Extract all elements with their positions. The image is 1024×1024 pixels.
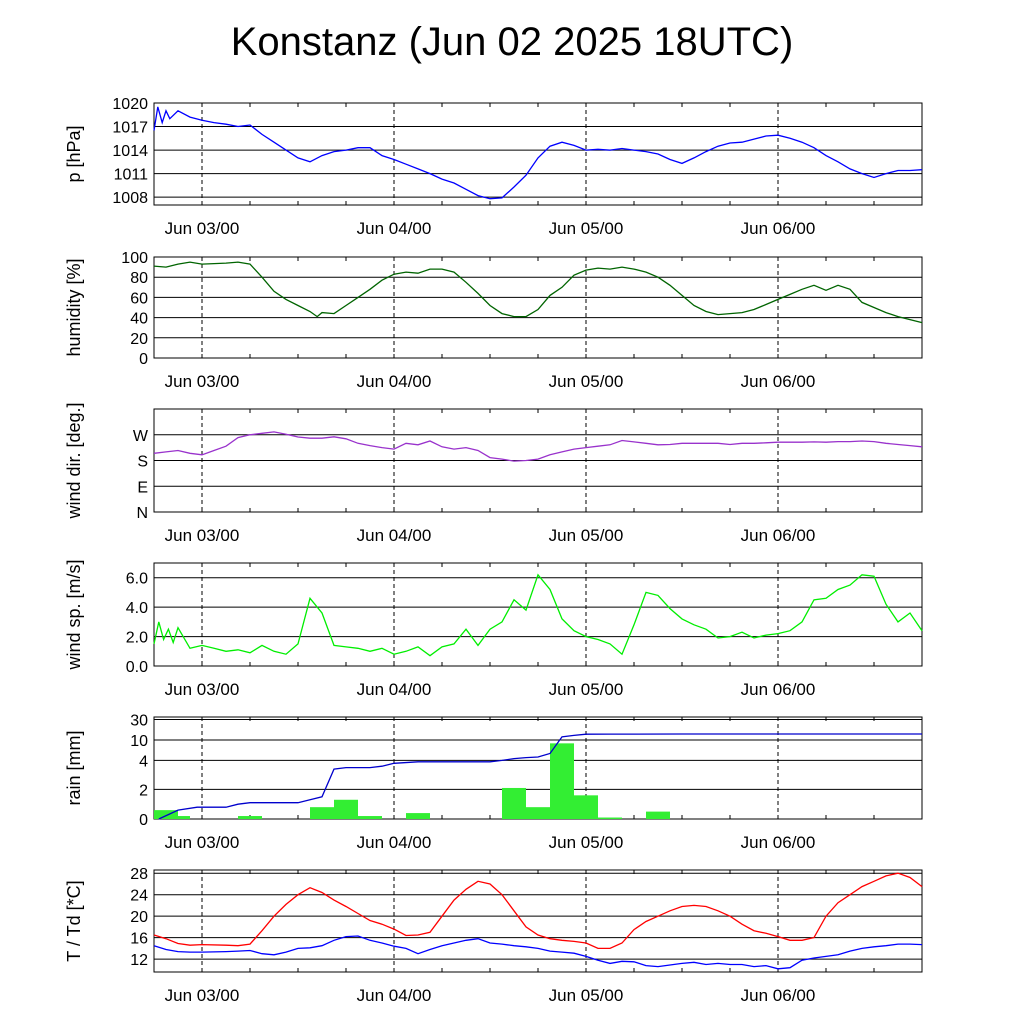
rain-bar [310,807,334,819]
y-tick-label: 20 [130,909,148,926]
x-date-label: Jun 06/00 [741,219,816,238]
x-date-label: Jun 03/00 [165,680,240,699]
y-tick-label: S [137,454,148,471]
y-tick-label: 16 [130,931,148,948]
series-line [158,733,922,820]
panel-1: 1020 1017 1014 1011 1008 Jun 03/00 Jun 04/00 Ju… [64,96,923,238]
panel-6: 28 24 20 16 12 Jun 03/00 Jun 04/00 Jun 05/00 Jun… [64,866,923,1005]
x-date-label: Jun 05/00 [549,833,624,852]
y-tick-label: 24 [130,888,148,905]
y-tick-label: 0.0 [126,659,148,676]
rain-bar [574,795,598,819]
rain-bar [154,810,178,819]
x-date-label: Jun 06/00 [741,986,816,1005]
x-date-label: Jun 05/00 [549,680,624,699]
x-date-label: Jun 03/00 [165,986,240,1005]
x-date-label: Jun 06/00 [741,526,816,545]
x-date-label: Jun 05/00 [549,372,624,391]
y-tick-label: E [137,479,148,496]
y-tick-label: 1014 [112,143,148,160]
x-date-label: Jun 04/00 [357,219,432,238]
y-tick-label: 0 [139,351,148,368]
series-line [153,261,923,324]
chart-title: Konstanz (Jun 02 2025 18UTC) [230,20,794,64]
x-date-label: Jun 04/00 [357,986,432,1005]
y-tick-label: 4 [139,753,148,770]
x-date-label: Jun 05/00 [549,526,624,545]
y-tick-label: 40 [130,311,148,328]
y-axis-label: p [hPa] [64,125,84,182]
rain-bar [502,787,526,819]
y-tick-label: 4.0 [126,600,148,617]
plot-frame [153,256,923,359]
rain-bar [334,799,358,819]
x-date-label: Jun 04/00 [357,833,432,852]
series-line [153,106,923,200]
series-line [153,872,923,950]
plot-frame [153,102,923,206]
y-tick-label: 2.0 [126,630,148,647]
y-tick-label: 30 [130,713,148,730]
rain-bar [358,816,382,819]
x-date-label: Jun 03/00 [165,526,240,545]
y-axis-label: humidity [%] [64,258,84,356]
panel-4: 6.0 4.0 2.0 0.0 Jun 03/00 Jun 04/00 Jun 05/00 J… [64,559,923,699]
x-date-label: Jun 04/00 [357,680,432,699]
panel-5: 30 10 4 2 0 Jun 03/00 Jun 04/00 Jun 05/00 Jun 06… [64,713,923,852]
y-tick-label: 6.0 [126,571,148,588]
rain-bar [526,807,550,819]
x-date-label: Jun 03/00 [165,372,240,391]
y-axis-label: T / Td [*C] [64,880,84,961]
series-line [153,935,923,970]
rain-bar [646,811,670,819]
y-tick-label: 60 [130,290,148,307]
y-tick-label: 1008 [112,190,148,207]
y-tick-label: W [133,428,149,445]
y-tick-label: 80 [130,270,148,287]
y-axis-label: wind sp. [m/s] [64,559,84,670]
y-tick-label: 12 [130,952,148,969]
rain-bar [406,813,430,819]
series-line [153,431,923,462]
x-date-label: Jun 04/00 [357,372,432,391]
series-line [153,573,923,657]
x-date-label: Jun 03/00 [165,833,240,852]
y-tick-label: 0 [139,812,148,829]
y-tick-label: 2 [139,782,148,799]
plot-frame [153,562,923,667]
rain-bar [598,817,622,819]
x-date-label: Jun 06/00 [741,680,816,699]
y-axis-label: rain [mm] [64,730,84,805]
x-date-label: Jun 04/00 [357,526,432,545]
panel-2: 100 80 60 40 20 0 Jun 03/00 Jun 04/00 Jun 05/00 J… [64,250,923,391]
y-tick-label: N [136,505,148,522]
y-tick-label: 1020 [112,96,148,113]
x-date-label: Jun 05/00 [549,986,624,1005]
rain-bar [238,816,262,819]
rain-bar [178,816,190,819]
y-tick-label: 1017 [112,120,148,137]
x-date-label: Jun 05/00 [549,219,624,238]
rain-bar [550,743,574,819]
x-date-label: Jun 06/00 [741,833,816,852]
x-date-label: Jun 03/00 [165,219,240,238]
x-date-label: Jun 06/00 [741,372,816,391]
y-tick-label: 100 [121,250,148,267]
y-tick-label: 1011 [114,167,149,184]
y-tick-label: 20 [130,331,148,348]
y-axis-label: wind dir. [deg.] [64,402,84,519]
y-tick-label: 28 [130,866,148,883]
y-tick-label: 10 [130,733,148,750]
plot-frame [153,716,923,820]
